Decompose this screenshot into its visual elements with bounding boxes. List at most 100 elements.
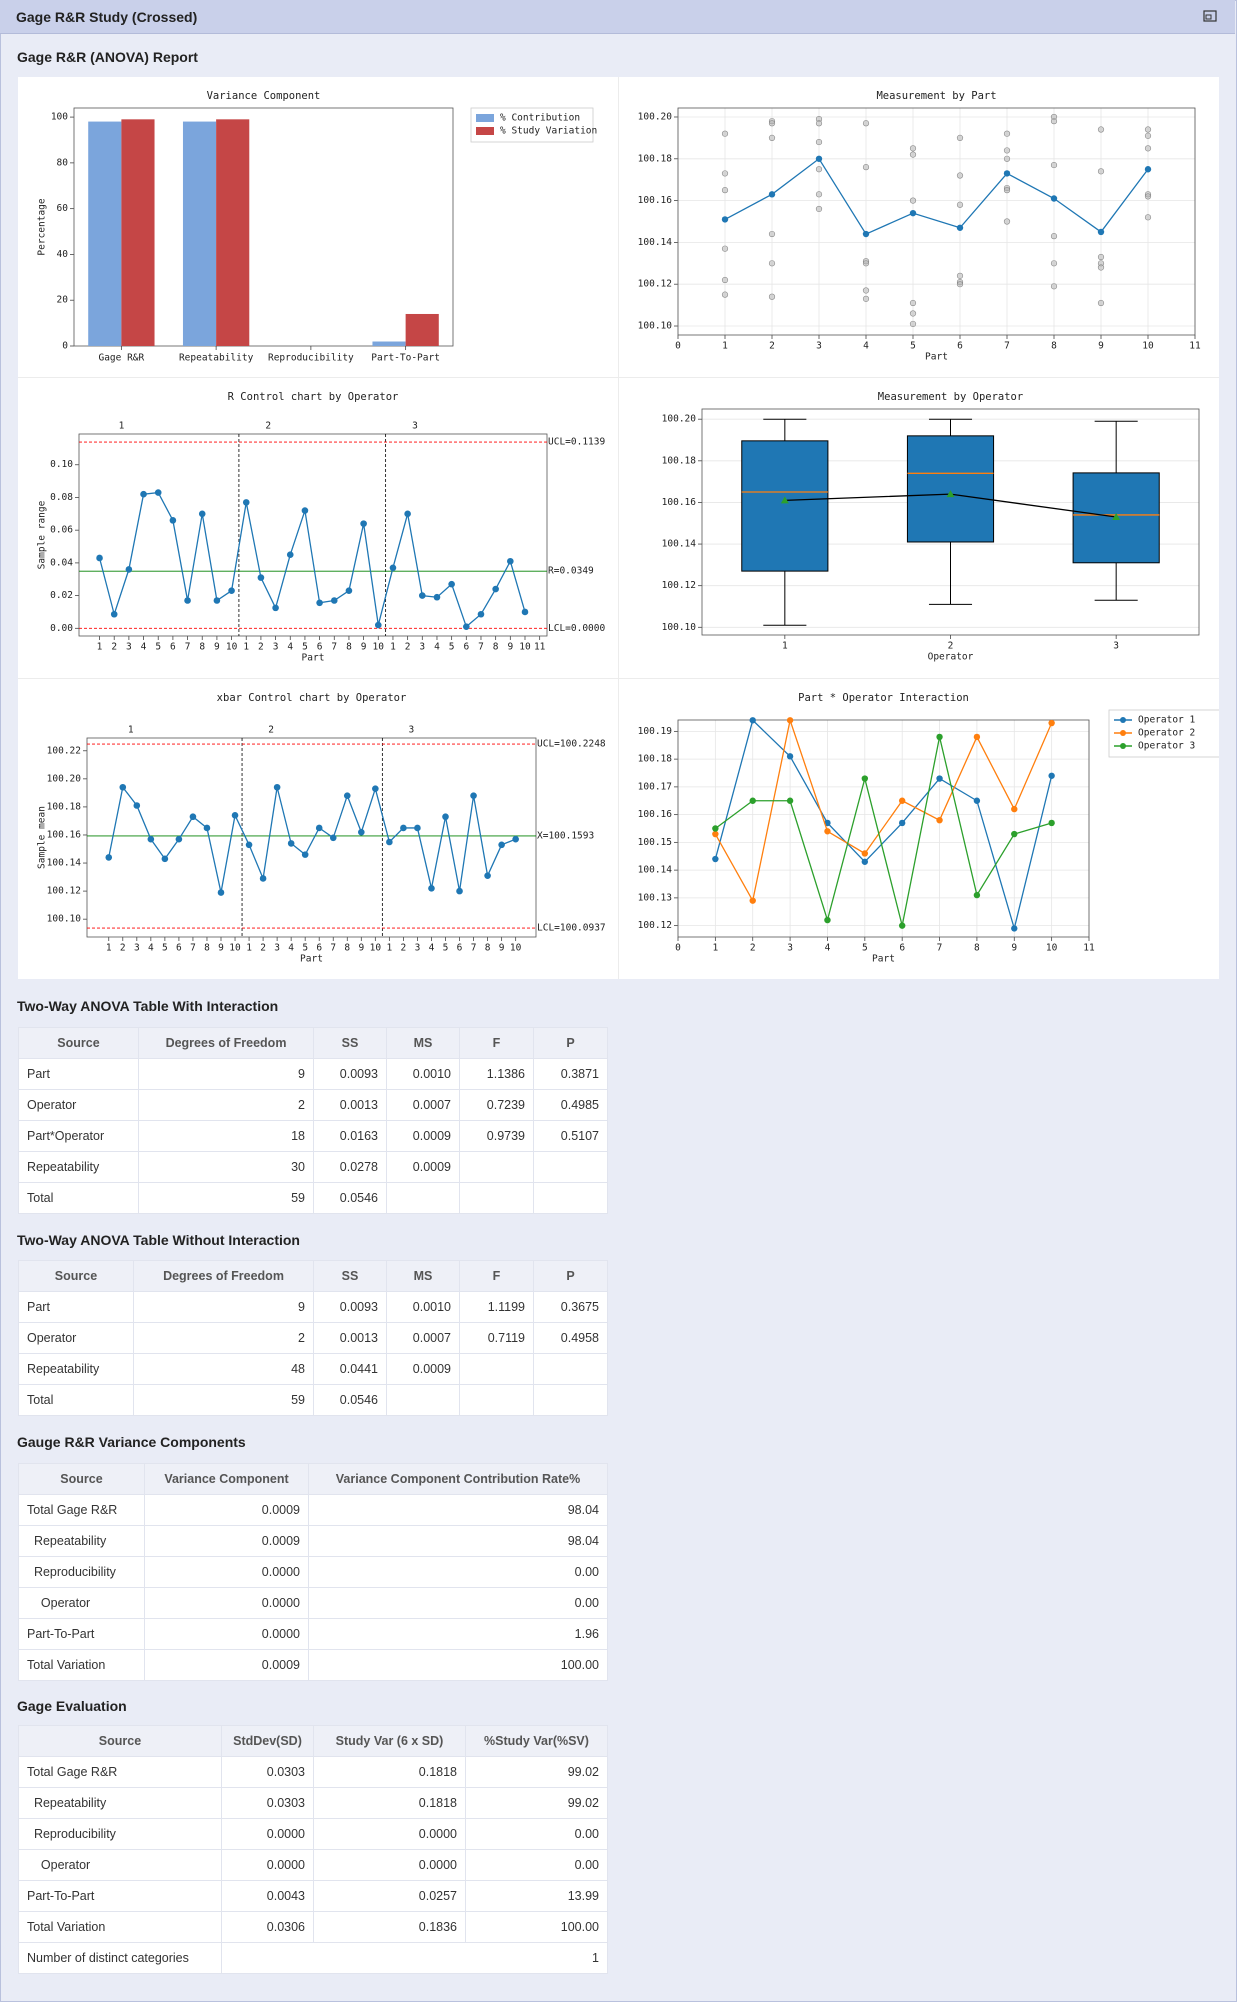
x-tick-label: 11 <box>1083 943 1095 954</box>
chart-grid: 0 20 40 60 80 100 Variance Component Percentage… <box>18 77 1219 979</box>
data-point <box>96 554 103 562</box>
data-point <box>414 824 421 832</box>
x-axis-label: Part <box>302 653 325 664</box>
x-tick-label: 6 <box>316 943 322 954</box>
data-point <box>898 819 906 827</box>
x-tick-label: 10 <box>1046 943 1058 954</box>
x-tick-label: 9 <box>1011 943 1017 954</box>
y-tick-label: 0.10 <box>50 459 73 470</box>
x-tick-label: 8 <box>485 943 491 954</box>
x-tick-label: 9 <box>499 943 505 954</box>
table-cell: 0.0007 <box>386 1322 460 1354</box>
x-tick-label: 8 <box>199 642 205 653</box>
table-cell: 0.0009 <box>144 1649 309 1681</box>
y-tick-label: 100.20 <box>638 111 673 122</box>
table-row: Total Gage R&R 0.0009 98.04 <box>18 1494 608 1526</box>
maximize-icon[interactable] <box>1203 9 1217 23</box>
table-cell: 59 <box>133 1384 314 1416</box>
group-label: 2 <box>265 421 271 432</box>
mean-marker <box>946 490 955 498</box>
table-cell: 0.0000 <box>221 1818 314 1850</box>
x-tick-label: 4 <box>825 943 831 954</box>
data-point <box>169 517 177 524</box>
x-tick-label: 8 <box>974 943 980 954</box>
data-point <box>909 320 917 328</box>
bar <box>182 121 217 346</box>
data-point <box>712 855 719 863</box>
table-cell: 0.1818 <box>313 1756 466 1788</box>
bar <box>216 119 250 347</box>
table-cell: 0.0010 <box>386 1058 460 1090</box>
y-tick-label: 0.08 <box>50 492 73 503</box>
table-header-cell: SS <box>313 1260 387 1292</box>
control-limit-label: X=100.1593 <box>537 830 594 841</box>
data-point <box>463 623 470 630</box>
data-point <box>749 797 756 804</box>
data-point <box>1048 819 1055 827</box>
x-tick-label: 5 <box>449 642 455 653</box>
data-point <box>105 854 113 861</box>
data-point <box>721 276 729 284</box>
data-point <box>477 610 485 618</box>
table-cell <box>533 1182 608 1214</box>
chart-panel: 100.10 100.12 100.14 100.16 100.18 100.20 Meas… <box>619 378 1219 678</box>
data-point <box>189 813 197 821</box>
table-cell: 0.0013 <box>313 1322 387 1354</box>
chart-panel: 100.12 100.13 100.14 100.15 100.16 100.17 100.… <box>619 679 1219 979</box>
x-tick-label: 1 <box>246 943 252 954</box>
table-header-cell: Source <box>18 1463 145 1495</box>
table-cell: Total Gage R&R <box>18 1494 145 1526</box>
y-tick-label: 100.18 <box>47 801 82 812</box>
table-cell: 0.3871 <box>533 1058 608 1090</box>
x-tick-label: 1 <box>782 641 788 652</box>
table-row: Part-To-Part 0.0043 0.0257 13.99 <box>18 1880 608 1912</box>
table-cell: Operator <box>18 1322 134 1354</box>
data-point <box>360 520 367 527</box>
legend-label: % Study Variation <box>500 126 597 137</box>
control-limit-label: LCL=0.0000 <box>548 623 605 634</box>
data-point <box>386 838 393 846</box>
x-tick-label: 4 <box>141 642 147 653</box>
data-point <box>198 510 206 518</box>
table-cell <box>386 1182 460 1214</box>
data-point <box>315 824 323 832</box>
table-cell: 0.0441 <box>313 1353 387 1385</box>
group-label: 1 <box>119 421 125 432</box>
table-cell: Operator <box>18 1587 145 1619</box>
table-cell: Total Variation <box>18 1649 145 1681</box>
x-tick-label: 3 <box>415 943 421 954</box>
table-cell: 2 <box>138 1089 314 1121</box>
x-tick-label: 7 <box>471 943 477 954</box>
data-point <box>512 835 519 843</box>
table-cell: 0.0009 <box>386 1353 460 1385</box>
chart-panel: 100.10 100.12 100.14 100.16 100.18 100.20 0 1 2 3… <box>619 77 1219 377</box>
x-tick-label: Repeatability <box>179 353 254 364</box>
table-cell: 0.0000 <box>313 1849 466 1881</box>
data-point <box>273 783 281 791</box>
table-header-cell: Degrees of Freedom <box>138 1027 314 1059</box>
legend-marker <box>1120 730 1126 736</box>
legend-marker <box>1120 717 1126 723</box>
data-point <box>936 733 943 741</box>
table-cell: 0.00 <box>308 1556 608 1588</box>
data-point <box>861 775 869 782</box>
table-row: Total Variation 0.0009 100.00 <box>18 1649 608 1681</box>
x-axis-label: Part <box>925 352 948 363</box>
y-tick-label: 100.12 <box>638 279 672 290</box>
x-tick-label: 8 <box>1051 341 1057 352</box>
table-cell: 0.0013 <box>313 1089 387 1121</box>
data-point <box>1011 805 1018 813</box>
table-row: Part*Operator 18 0.0163 0.0009 0.9739 0.5107 <box>18 1120 608 1152</box>
x-tick-label: 10 <box>1142 341 1154 352</box>
data-point <box>161 855 169 863</box>
chart-panel: 0 20 40 60 80 100 Variance Component Percentage… <box>18 77 618 377</box>
x-tick-label: 2 <box>948 641 954 652</box>
table-cell: 0.1818 <box>313 1787 466 1819</box>
group-label: 2 <box>268 725 274 736</box>
table-header-cell: Study Var (6 x SD) <box>313 1725 466 1757</box>
data-point <box>862 295 870 302</box>
x-axis-label: Part <box>300 954 323 965</box>
data-point <box>147 835 155 843</box>
x-tick-label: 1 <box>387 943 393 954</box>
y-tick-label: 0 <box>62 341 68 352</box>
